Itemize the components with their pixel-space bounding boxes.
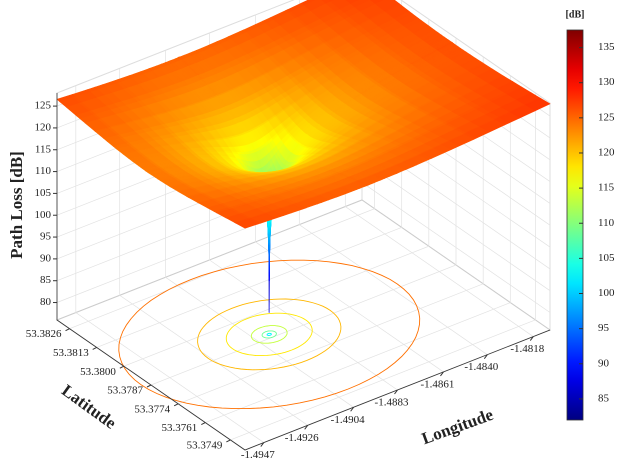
contour-ring (197, 298, 342, 371)
contour-ring (266, 332, 272, 336)
contour-ring (250, 325, 288, 344)
surface (56, 0, 551, 313)
grid-line (75, 85, 264, 443)
floor (118, 259, 421, 410)
contour-ring (225, 312, 313, 357)
surface-patch (344, 0, 360, 5)
grid-line (205, 75, 511, 423)
contour-ring (261, 330, 277, 339)
grid-line (230, 92, 536, 441)
contour-ring (118, 259, 421, 410)
